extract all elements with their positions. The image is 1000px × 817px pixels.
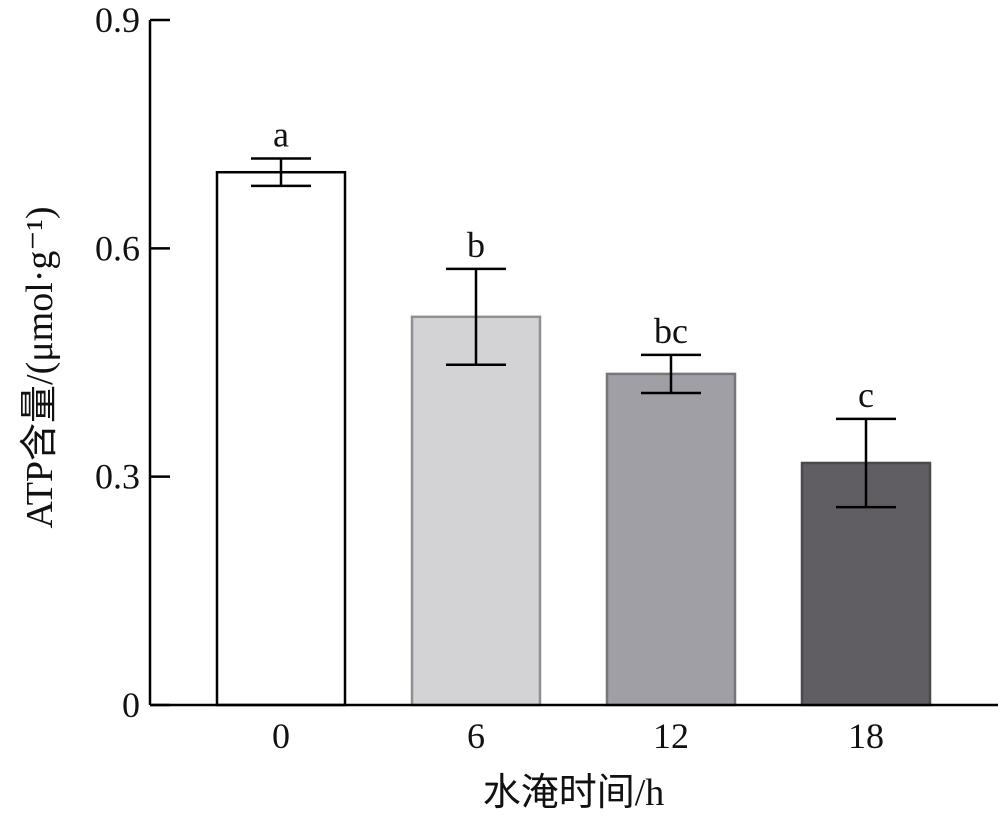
significance-label: bc — [654, 311, 688, 351]
significance-label: b — [467, 225, 485, 265]
significance-label: c — [858, 375, 874, 415]
bar — [605, 372, 737, 707]
x-tick-label: 0 — [272, 716, 290, 756]
y-axis-title: ATP含量/(μmol·g⁻¹) — [19, 206, 61, 528]
x-tick-label: 6 — [467, 716, 485, 756]
y-tick-label: 0.3 — [95, 457, 140, 497]
axes-layer — [148, 20, 998, 707]
bars-layer: a b bc c — [215, 115, 932, 707]
y-tick-label: 0.9 — [95, 0, 140, 40]
x-axis-title: 水淹时间/h — [483, 772, 665, 814]
bar — [410, 315, 542, 707]
x-tick-label: 12 — [653, 716, 689, 756]
bar — [215, 170, 347, 707]
y-tick-label: 0 — [122, 685, 140, 725]
ticks-layer: 0 0.3 0.6 0.9 0 6 12 18 — [95, 0, 884, 756]
significance-label: a — [273, 115, 289, 155]
x-tick-label: 18 — [848, 716, 884, 756]
y-tick-label: 0.6 — [95, 228, 140, 268]
